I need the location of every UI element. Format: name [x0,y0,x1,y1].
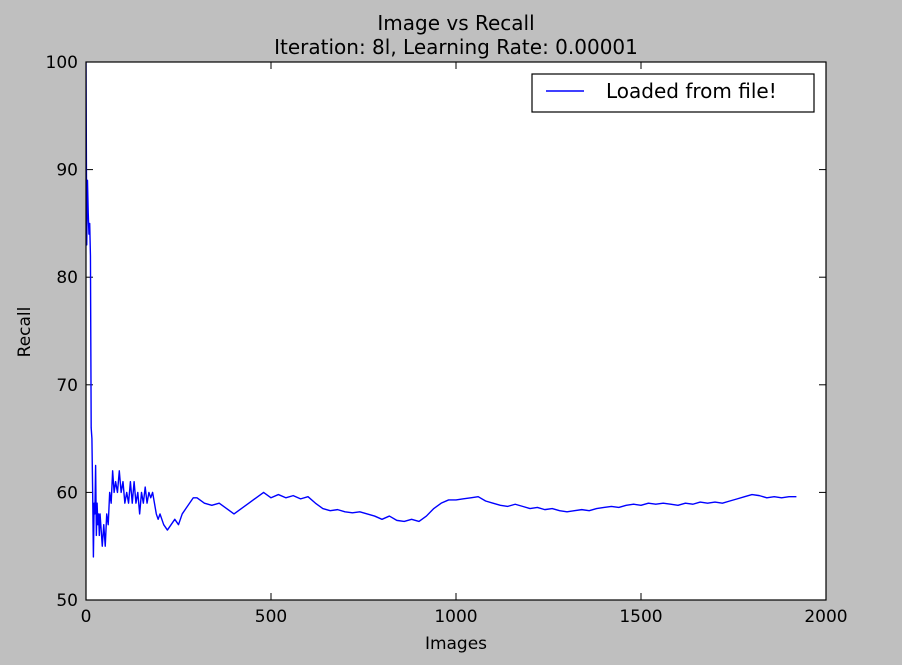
series-layer [86,62,797,558]
tick-labels-layer: 0 500 1000 1500 2000 50 60 70 80 90 100 [46,53,848,627]
x-tick-label: 1500 [619,607,662,627]
x-axis-label: Images [425,634,487,654]
plot-area [86,62,826,600]
y-tick-label: 60 [56,483,78,503]
x-tick-label: 2000 [804,607,847,627]
y-tick-label: 100 [46,53,78,73]
y-tick-label: 80 [56,268,78,288]
y-tick-label: 70 [56,376,78,396]
legend-box [531,73,815,113]
y-axis-label: Recall [15,307,35,358]
x-tick-label: 0 [81,607,92,627]
y-tick-label: 90 [56,161,78,181]
x-tick-label: 500 [255,607,287,627]
y-tick-label: 50 [56,591,78,611]
legend-label: Loaded from file! [606,79,777,103]
series-line [86,62,797,558]
legend: Loaded from file! [531,73,815,113]
chart-subtitle: Iteration: 8l, Learning Rate: 0.00001 [274,35,638,59]
x-tick-label: 1000 [434,607,477,627]
plot-frame [85,61,827,601]
chart-title: Image vs Recall [377,11,534,35]
